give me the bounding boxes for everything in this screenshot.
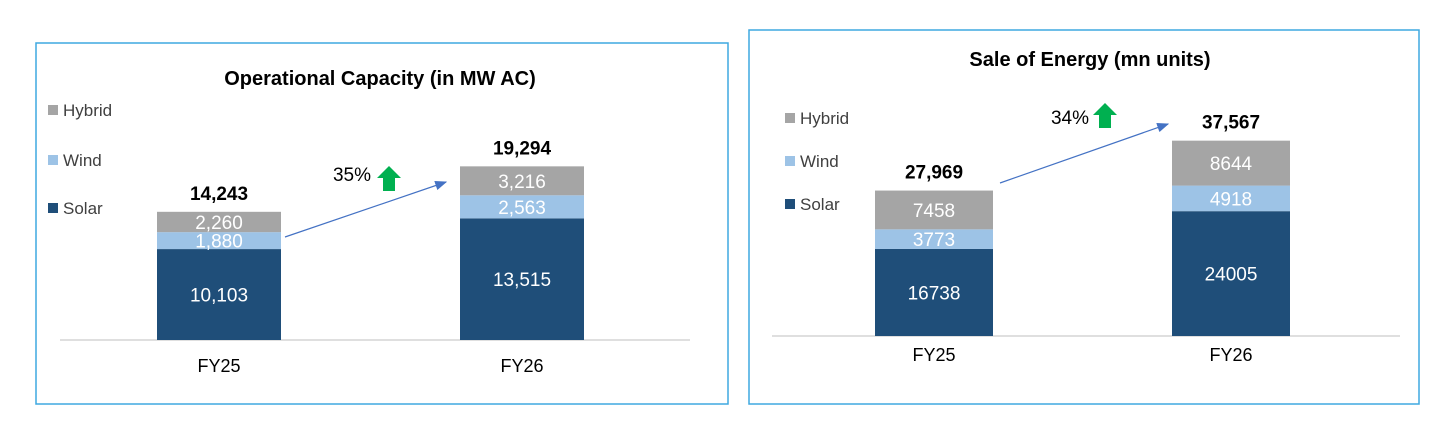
growth-label: 34% [1051, 108, 1089, 129]
bar-wind-fy25 [875, 229, 993, 249]
bar-wind-fy25 [157, 232, 281, 250]
total-label-fy26: 37,567 [1202, 113, 1260, 134]
data-label-hybrid-fy26: 3,216 [498, 172, 546, 193]
legend-label-hybrid: Hybrid [63, 101, 112, 120]
total-label-fy26: 19,294 [493, 138, 552, 159]
data-label-wind-fy26: 2,563 [498, 198, 546, 219]
panel-border [35, 42, 729, 405]
category-label-fy25: FY25 [197, 356, 240, 376]
data-label-solar-fy26: 24005 [1205, 265, 1258, 286]
chart-panel-1: Operational Capacity (in MW AC) Hybrid Win… [35, 42, 729, 405]
bar-solar-fy25 [875, 248, 993, 336]
bar-solar-fy25 [157, 249, 281, 340]
chart-panel-2: Sale of Energy (mn units) Hybrid Wind Solar… [748, 29, 1420, 405]
chart-title: Sale of Energy (mn units) [969, 49, 1210, 71]
bar-hybrid-fy25 [875, 190, 993, 230]
legend-label-wind: Wind [800, 152, 839, 171]
trend-arrow-line [999, 123, 1170, 184]
bar-solar-fy26 [460, 218, 584, 340]
data-label-wind-fy25: 1,880 [195, 232, 243, 253]
legend-label-solar: Solar [63, 199, 103, 218]
trend-arrow-line [284, 180, 448, 238]
bar-wind-fy26 [1172, 185, 1290, 212]
legend-swatch-hybrid [48, 105, 58, 115]
growth-label: 35% [333, 165, 371, 186]
legend-swatch-wind [785, 156, 795, 166]
category-label-fy26: FY26 [1209, 345, 1252, 365]
chart-title: Operational Capacity (in MW AC) [224, 68, 536, 90]
data-label-wind-fy25: 3773 [913, 230, 955, 251]
legend-swatch-solar [785, 199, 795, 209]
data-label-wind-fy26: 4918 [1210, 189, 1252, 210]
legend-label-wind: Wind [63, 151, 102, 170]
legend-label-hybrid: Hybrid [800, 109, 849, 128]
data-label-hybrid-fy25: 7458 [913, 201, 955, 222]
bar-hybrid-fy25 [157, 211, 281, 233]
data-label-hybrid-fy26: 8644 [1210, 154, 1253, 175]
legend-swatch-wind [48, 155, 58, 165]
category-label-fy26: FY26 [500, 356, 543, 376]
category-label-fy25: FY25 [912, 345, 955, 365]
legend-label-solar: Solar [800, 195, 840, 214]
data-label-solar-fy25: 10,103 [190, 286, 248, 307]
legend-swatch-hybrid [785, 113, 795, 123]
data-label-hybrid-fy25: 2,260 [195, 213, 243, 234]
data-label-solar-fy26: 13,515 [493, 270, 551, 291]
panel-border [748, 29, 1420, 405]
bar-solar-fy26 [1172, 211, 1290, 336]
total-label-fy25: 14,243 [190, 184, 248, 205]
bar-wind-fy26 [460, 195, 584, 219]
growth-up-arrow-icon [377, 166, 401, 191]
growth-up-arrow-icon [1093, 103, 1117, 128]
bar-hybrid-fy26 [1172, 140, 1290, 186]
legend-swatch-solar [48, 203, 58, 213]
bar-hybrid-fy26 [460, 166, 584, 196]
data-label-solar-fy25: 16738 [908, 283, 961, 304]
total-label-fy25: 27,969 [905, 163, 963, 184]
